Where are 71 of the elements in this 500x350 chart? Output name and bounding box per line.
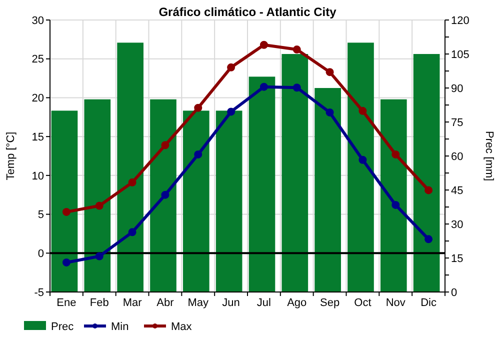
point xyxy=(128,178,136,186)
point xyxy=(260,40,268,49)
bar xyxy=(348,42,374,292)
legend-label: Prec xyxy=(51,320,74,333)
x-tick-label: Abr xyxy=(156,297,174,309)
x-tick-label: May xyxy=(188,297,210,309)
x-tick-label: Ago xyxy=(287,297,307,309)
y2-tick-label: 90 xyxy=(451,82,464,95)
y-tick-label: 0 xyxy=(38,248,44,260)
y2-tick-label: 60 xyxy=(451,150,464,163)
bar xyxy=(84,99,111,292)
point xyxy=(95,252,104,260)
point xyxy=(227,63,236,72)
y-tick-label: 20 xyxy=(32,92,44,105)
bar xyxy=(216,110,242,292)
y-tick-label: 5 xyxy=(38,209,44,222)
point xyxy=(128,228,136,236)
bar xyxy=(380,99,407,292)
point xyxy=(424,186,433,194)
point xyxy=(292,46,301,54)
x-tick-label: Sep xyxy=(320,297,340,309)
bar xyxy=(150,99,176,292)
x-tick-label: Ene xyxy=(56,297,76,309)
y-tick-label: 30 xyxy=(32,14,44,27)
point xyxy=(227,108,236,116)
bar xyxy=(413,54,440,292)
bar xyxy=(248,76,276,292)
bar xyxy=(282,54,308,292)
y-tick-label: -5 xyxy=(34,286,44,299)
x-tick-label: Feb xyxy=(90,297,109,309)
x-tick-label: Jul xyxy=(256,297,271,309)
point xyxy=(62,258,70,266)
y-tick-label: 25 xyxy=(32,54,44,66)
point xyxy=(194,104,202,112)
point xyxy=(161,190,170,199)
y2-tick-label: 45 xyxy=(451,184,464,197)
y-tick-label: 15 xyxy=(32,131,44,144)
y2-tick-label: 15 xyxy=(451,252,464,265)
x-tick-label: Dic xyxy=(420,297,437,309)
x-tick-label: Nov xyxy=(386,297,406,309)
chart-title: Gráfico climático - Atlantic City xyxy=(158,5,337,19)
point xyxy=(194,150,202,158)
y2-tick-label: 30 xyxy=(451,218,464,231)
point xyxy=(95,202,104,210)
y2-tick-label: 75 xyxy=(451,116,464,129)
y2-tick-label: 0 xyxy=(451,286,458,299)
legend-label: Min xyxy=(111,320,129,333)
point xyxy=(358,106,367,115)
bar xyxy=(182,110,210,292)
point xyxy=(62,208,70,216)
y2-axis-title: Prec [mm] xyxy=(483,130,495,182)
point xyxy=(260,82,268,91)
bar xyxy=(117,42,144,292)
legend-label: Max xyxy=(171,320,192,333)
x-tick-label: Oct xyxy=(354,297,372,309)
y2-tick-label: 105 xyxy=(451,48,470,61)
x-tick-label: Mar xyxy=(122,297,142,309)
bar xyxy=(51,110,78,292)
x-tick-label: Jun xyxy=(222,297,240,309)
y2-tick-label: 120 xyxy=(451,14,470,27)
point xyxy=(292,84,301,92)
point xyxy=(358,156,367,164)
point xyxy=(392,200,400,209)
point xyxy=(424,235,433,244)
bar xyxy=(314,88,341,292)
point xyxy=(326,68,334,76)
point xyxy=(326,108,334,116)
y-axis-title: Temp [°C] xyxy=(5,132,17,180)
point xyxy=(161,141,170,150)
point xyxy=(392,150,400,158)
y-tick-label: 10 xyxy=(32,170,44,182)
